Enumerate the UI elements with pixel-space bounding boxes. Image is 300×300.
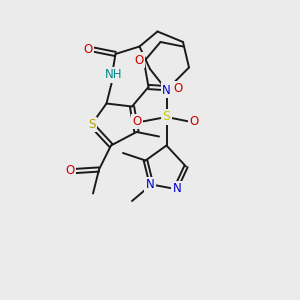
Text: O: O [190,115,199,128]
Text: N: N [172,182,182,196]
Text: S: S [163,110,170,124]
Text: N: N [162,83,171,97]
Text: O: O [133,115,142,128]
Text: N: N [146,178,154,191]
Text: O: O [173,82,182,95]
Text: O: O [83,43,92,56]
Text: O: O [65,164,74,178]
Text: O: O [134,53,143,67]
Text: NH: NH [105,68,123,82]
Text: S: S [88,118,95,131]
